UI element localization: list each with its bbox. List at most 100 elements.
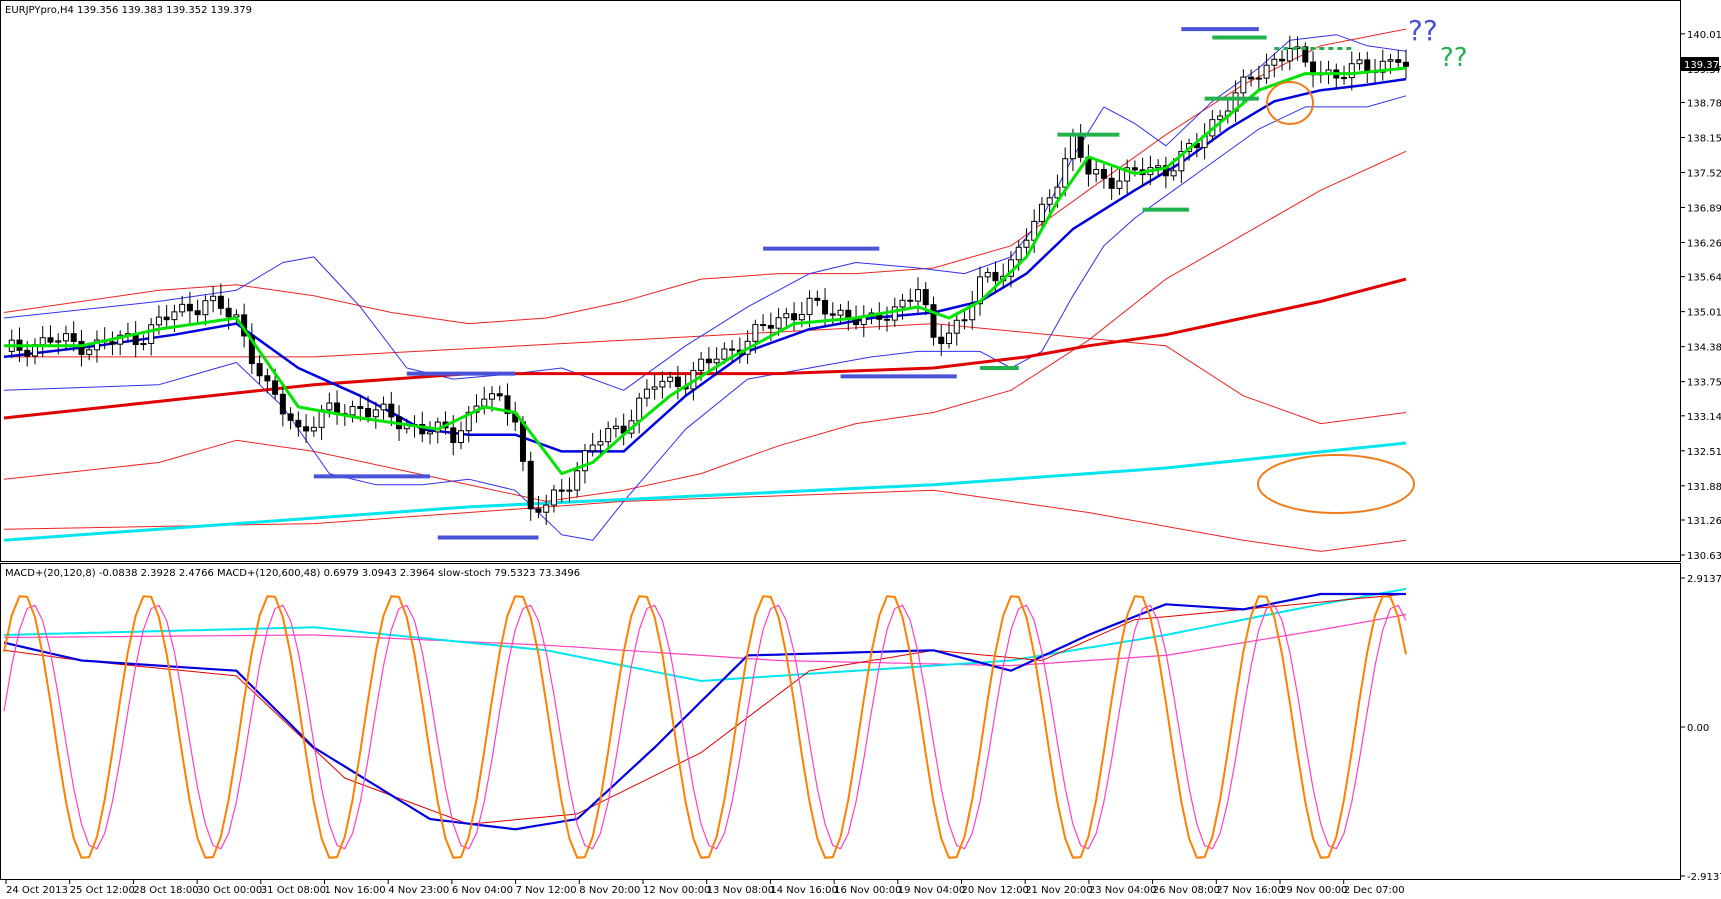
candle-body — [1263, 64, 1270, 79]
time-tick-label: 8 Nov 20:00 — [579, 885, 640, 896]
candle-body — [574, 470, 581, 491]
price-tick-label: 130.635 — [1687, 551, 1721, 562]
candle-body — [357, 406, 364, 409]
red-bollinger-upper — [3, 28, 1407, 325]
candle-body — [496, 393, 503, 397]
time-tick-label: 14 Nov 16:00 — [770, 885, 837, 896]
stoch-signal-line — [3, 604, 1407, 850]
sub-header: MACD+(20,120,8) -0.0838 2.3928 2.4766 MA… — [5, 568, 580, 579]
time-tick-label: 13 Nov 08:00 — [707, 885, 774, 896]
candle-body — [1356, 59, 1363, 65]
candle-body — [643, 388, 650, 399]
red-envelope-outer-lower — [3, 489, 1407, 552]
candle-body — [1015, 246, 1022, 261]
candle-body — [976, 276, 983, 305]
time-tick-label: 4 Nov 23:00 — [388, 885, 449, 896]
candle-body — [349, 406, 356, 416]
candle-body — [519, 421, 526, 462]
candle-body — [915, 289, 922, 302]
candle-body — [984, 271, 991, 278]
red-moving-average — [3, 277, 1407, 420]
candle-body — [1170, 170, 1177, 177]
green-moving-average — [4, 66, 1407, 476]
price-axis: 140.015 139.379 138.780 138.150 137.520 136.8… — [1680, 30, 1721, 562]
candle-body — [465, 411, 472, 432]
candle-body — [798, 314, 805, 321]
candle-body — [248, 335, 255, 365]
candle-body — [659, 380, 666, 388]
candle-body — [1023, 239, 1030, 248]
main-plot — [3, 27, 1415, 552]
candle-body — [992, 271, 999, 282]
candle-body — [1116, 180, 1123, 189]
sub-plot — [3, 587, 1407, 859]
candle-body — [1286, 47, 1293, 62]
candle-body — [1348, 63, 1355, 79]
candle-body — [822, 299, 829, 315]
price-tick-label: 136.260 — [1687, 238, 1721, 249]
candle-body — [837, 309, 844, 316]
candle-body — [969, 303, 976, 321]
candle-body — [1240, 76, 1247, 94]
candle-body — [217, 295, 224, 309]
candle-body — [1387, 59, 1394, 62]
candle-body — [636, 397, 643, 422]
candle-body — [148, 324, 155, 344]
macd-main-line — [3, 592, 1406, 831]
price-tick-label: 135.015 — [1687, 308, 1721, 319]
candle-body — [922, 289, 929, 306]
candle-body — [543, 504, 550, 513]
time-tick-label: 12 Nov 00:00 — [643, 885, 710, 896]
candle-body — [1124, 167, 1131, 182]
candle-body — [729, 348, 736, 351]
candle-body — [1255, 77, 1262, 80]
candle-body — [806, 297, 813, 316]
time-tick-label: 19 Nov 04:00 — [898, 885, 965, 896]
candle-body — [1077, 133, 1084, 158]
candle-body — [884, 318, 891, 321]
candle-body — [597, 441, 604, 446]
candle-body — [791, 313, 798, 321]
candle-body — [651, 386, 658, 390]
candle-body — [256, 363, 263, 377]
candle-body — [93, 339, 100, 351]
candle-body — [372, 409, 379, 418]
price-tag — [1681, 57, 1719, 71]
candle-body — [171, 311, 178, 321]
time-tick-label: 20 Nov 12:00 — [962, 885, 1029, 896]
candle-body — [558, 489, 565, 492]
candle-body — [829, 313, 836, 316]
time-tick-label: 1 Nov 16:00 — [325, 885, 386, 896]
candle-body — [279, 393, 286, 415]
candle-body — [1155, 165, 1162, 169]
candle-body — [814, 297, 821, 301]
candle-body — [1093, 169, 1100, 175]
indicator-axis: 2.9137 0.00 -2.9137 — [1680, 574, 1721, 883]
candle-body — [760, 324, 767, 327]
candle-body — [1403, 61, 1409, 67]
candle-body — [70, 333, 77, 342]
candle-body — [272, 380, 279, 395]
candle-body — [210, 295, 217, 302]
candle-body — [326, 402, 333, 411]
candle-body — [705, 358, 712, 364]
candle-body — [961, 319, 968, 322]
candle-body — [264, 375, 271, 382]
orange-annotation-ellipse — [1257, 454, 1415, 514]
time-tick-label: 6 Nov 04:00 — [452, 885, 513, 896]
candle-body — [1108, 177, 1115, 189]
candle-body — [767, 324, 774, 329]
red-envelope-outer-upper — [4, 323, 1407, 425]
candle-body — [783, 313, 790, 319]
price-tick-label: 133.140 — [1687, 412, 1721, 423]
time-tick-label: 29 Nov 00:00 — [1280, 885, 1347, 896]
candle-body — [1062, 158, 1069, 188]
candle-body — [62, 333, 69, 342]
time-tick-label: 24 Oct 2013 — [6, 885, 68, 896]
candle-body — [310, 426, 317, 432]
candle-body — [1341, 77, 1348, 80]
candle-body — [589, 444, 596, 452]
candle-body — [287, 413, 294, 421]
